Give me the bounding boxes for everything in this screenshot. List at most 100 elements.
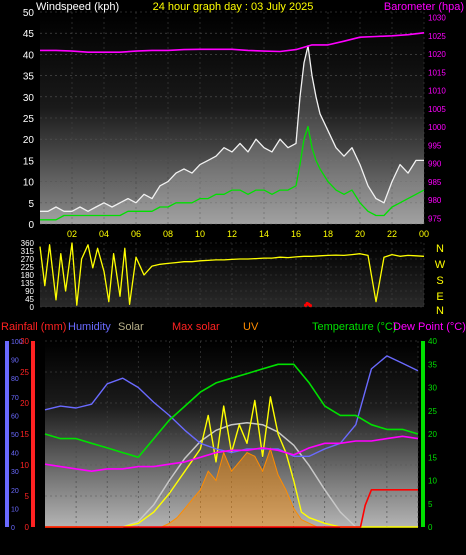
temperature-x-tick-label: 22	[382, 536, 392, 546]
max-solar-line	[122, 422, 357, 528]
direction-y-tick-label: 315	[21, 247, 35, 256]
wind-y-tick-label: 45	[23, 29, 35, 40]
dew-point-line	[44, 435, 419, 473]
temperature-line	[44, 363, 419, 459]
wind-x-tick-label: 04	[99, 229, 109, 239]
wind-x-tick-label: 02	[67, 229, 77, 239]
direction-y-tick-label: 90	[25, 287, 34, 296]
wind-gust-area	[40, 45, 424, 225]
temperature-x-tick-label: 04	[102, 536, 112, 546]
wind-x-tick-label: 18	[323, 229, 333, 239]
wind-panel: 0510152025303540455097598098599099510001…	[23, 1, 464, 239]
temperature-x-tick-label: 00	[413, 536, 423, 546]
humidity-axis-bar	[5, 341, 9, 527]
legend-solar: Solar	[118, 321, 144, 333]
temperature-y-tick-label: 30	[428, 384, 437, 393]
humidity-y-tick-label: 10	[11, 506, 19, 513]
rain-y-tick-label: 20	[20, 399, 29, 408]
wind-y-tick-label: 40	[23, 50, 35, 61]
direction-y-tick-label: 360	[21, 239, 35, 248]
wind-x-tick-label: 14	[259, 229, 269, 239]
wind-grid	[40, 11, 425, 225]
wind-x-tick-label: 16	[291, 229, 301, 239]
legend-dew-point: Dew Point (°C)	[393, 321, 466, 333]
temperature-y-tick-label: 20	[428, 430, 437, 439]
temperature-x-tick-label: 20	[351, 536, 361, 546]
direction-y-tick-label: 0	[30, 303, 35, 312]
temperature-x-tick-label: 08	[164, 536, 174, 546]
humidity-y-tick-label: 30	[11, 469, 19, 476]
solar-line	[45, 396, 418, 528]
rainfall-line	[45, 488, 418, 528]
wind-y-tick-label: 25	[23, 114, 35, 125]
temperature-x-tick-label: 12	[226, 536, 236, 546]
barometer-line	[40, 32, 425, 54]
legend-rainfall: Rainfall (mm)	[1, 321, 66, 333]
chart-date-title: 24 hour graph day : 03 July 2025	[153, 1, 314, 13]
wind-y-tick-label: 5	[28, 199, 34, 210]
barometer-y-tick-label: 1000	[428, 123, 446, 132]
humidity-y-tick-label: 100	[11, 339, 23, 346]
rain-y-tick-label: 0	[25, 523, 30, 532]
humidity-y-tick-label: 70	[11, 395, 19, 402]
barometer-y-tick-label: 1005	[428, 105, 446, 114]
rain-y-tick-label: 25	[20, 368, 29, 377]
wind-y-tick-label: 10	[23, 178, 35, 189]
wind-x-tick-label: 08	[163, 229, 173, 239]
temperature-y-tick-label: 40	[428, 337, 437, 346]
temperature-y-tick-label: 10	[428, 477, 437, 486]
wind-gust-line	[40, 45, 424, 212]
wind-y-tick-label: 15	[23, 156, 35, 167]
legend-uv: UV	[243, 321, 259, 333]
bottom-legend: Rainfall (mm) Humidity Solar Max solar U…	[1, 321, 466, 333]
barometer-y-tick-label: 975	[428, 215, 442, 224]
barometer-y-tick-label: 1010	[428, 87, 446, 96]
humidity-y-tick-label: 20	[11, 488, 19, 495]
legend-max-solar: Max solar	[172, 321, 220, 333]
wind-direction-line	[39, 242, 425, 306]
humidity-y-tick-label: 90	[11, 358, 19, 365]
temperature-x-tick-label: 18	[320, 536, 330, 546]
rain-y-tick-label: 15	[20, 430, 29, 439]
wind-y-tick-label: 20	[23, 135, 35, 146]
humidity-y-tick-label: 80	[11, 376, 19, 383]
barometer-y-tick-label: 1015	[428, 68, 446, 77]
barometer-y-tick-label: 985	[428, 178, 442, 187]
legend-temperature: Temperature (°C)	[312, 321, 396, 333]
barometer-y-tick-label: 980	[428, 196, 442, 205]
wind-x-tick-label: 00	[419, 229, 429, 239]
direction-y-tick-label: 180	[21, 271, 35, 280]
temperature-y-tick-label: 25	[428, 407, 437, 416]
humidity-y-tick-label: 0	[11, 525, 15, 532]
rain-y-tick-label: 10	[20, 461, 29, 470]
wind-y-tick-label: 50	[23, 8, 35, 19]
wind-x-tick-label: 10	[195, 229, 205, 239]
legend-humidity: Humidity	[68, 321, 111, 333]
barometer-y-tick-label: 1030	[428, 13, 446, 22]
humidity-y-tick-label: 40	[11, 451, 19, 458]
temperature-series	[44, 355, 419, 528]
humidity-y-tick-label: 60	[11, 413, 19, 420]
humidity-y-tick-label: 50	[11, 432, 19, 439]
temperature-panel: 0510152025300102030405060708090100051015…	[5, 337, 437, 546]
direction-y-tick-label: 135	[21, 279, 35, 288]
wind-x-tick-label: 06	[131, 229, 141, 239]
temperature-x-tick-label: 10	[195, 536, 205, 546]
barometer-y-tick-label: 990	[428, 160, 442, 169]
compass-n-top: N	[436, 243, 444, 255]
humidity-line	[44, 355, 419, 457]
wind-y-tick-label: 30	[23, 93, 35, 104]
temperature-y-tick-label: 0	[428, 523, 433, 532]
direction-y-tick-label: 45	[25, 295, 34, 304]
rain-y-tick-label: 30	[20, 337, 29, 346]
temperature-x-tick-label: 14	[258, 536, 268, 546]
barometer-y-tick-label: 1025	[428, 32, 446, 41]
wind-y-tick-label: 35	[23, 72, 35, 83]
temperature-axes: 0510152025300102030405060708090100051015…	[5, 337, 437, 546]
compass-s: S	[436, 275, 443, 287]
wind-x-tick-label: 22	[387, 229, 397, 239]
temperature-y-tick-label: 15	[428, 453, 437, 462]
wind-average-line	[40, 125, 425, 221]
